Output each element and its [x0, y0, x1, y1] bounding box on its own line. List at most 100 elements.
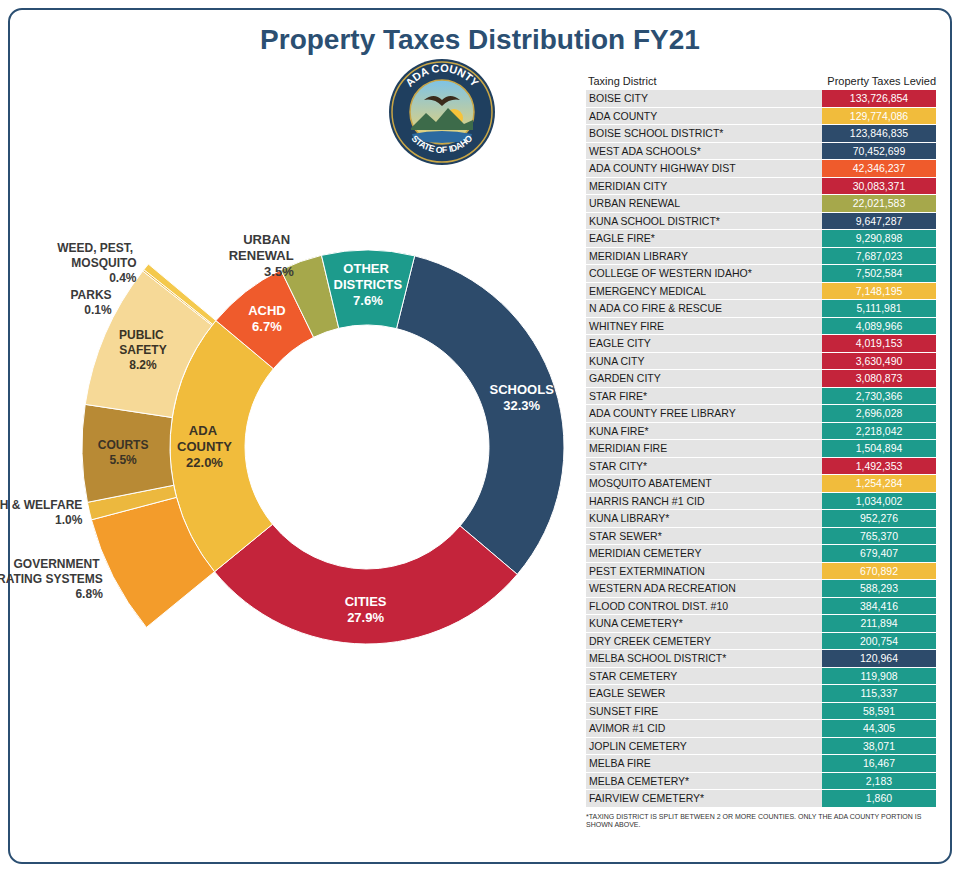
html-text:1,034,002: 1,034,002 [855, 494, 903, 507]
html-text:STAR CITY*: STAR CITY* [589, 459, 648, 472]
html-text:ADA COUNTY FREE LIBRARY: ADA COUNTY FREE LIBRARY [589, 407, 736, 419]
html-text:STAR FIRE*: STAR FIRE* [589, 389, 648, 402]
html-text:2,730,366: 2,730,366 [855, 389, 903, 402]
html-text:COLLEGE OF WESTERN IDAHO*: COLLEGE OF WESTERN IDAHO* [589, 267, 752, 279]
html-text:EAGLE FIRE*: EAGLE FIRE* [589, 232, 655, 244]
html-text:HARRIS RANCH #1 CID: HARRIS RANCH #1 CID [589, 494, 705, 507]
html-text:KUNA FIRE*: KUNA FIRE* [589, 424, 649, 437]
svg-text:22.0%: 22.0% [186, 455, 223, 470]
svg-text:ACHD: ACHD [248, 303, 286, 318]
html-text:7,687,023: 7,687,023 [855, 249, 903, 262]
svg-text:COURTS: COURTS [98, 438, 149, 452]
svg-text:0.4%: 0.4% [109, 271, 137, 285]
svg-text:HEALTH & WELFARE: HEALTH & WELFARE [0, 498, 82, 512]
html-text:BOISE SCHOOL DISTRICT*: BOISE SCHOOL DISTRICT* [589, 127, 724, 139]
svg-text:ADA COUNTY: ADA COUNTY [403, 62, 482, 89]
html-text:EMERGENCY MEDICAL: EMERGENCY MEDICAL [589, 284, 707, 297]
html-text:2,218,042: 2,218,042 [855, 424, 903, 437]
html-text:*TAXING DISTRICT IS SPLIT BETW: *TAXING DISTRICT IS SPLIT BETWEEN 2 OR M… [586, 812, 922, 828]
html-text:FLOOD CONTROL DIST. #10: FLOOD CONTROL DIST. #10 [589, 599, 729, 612]
html-text:Taxing District: Taxing District [588, 75, 657, 87]
html-text:133,726,854: 133,726,854 [849, 92, 909, 104]
html-text:MELBA CEMETERY*: MELBA CEMETERY* [589, 774, 690, 787]
svg-text:RENEWAL: RENEWAL [229, 248, 294, 263]
svg-text:SAFETY: SAFETY [119, 343, 166, 357]
html-text:N ADA CO FIRE & RESCUE: N ADA CO FIRE & RESCUE [589, 302, 722, 314]
svg-text:OPERATING SYSTEMS: OPERATING SYSTEMS [0, 572, 103, 586]
html-text:MOSQUITO ABATEMENT: MOSQUITO ABATEMENT [589, 477, 712, 489]
html-text:4,089,966: 4,089,966 [855, 319, 903, 332]
html-text:3,630,490: 3,630,490 [855, 354, 903, 367]
svg-text:6.7%: 6.7% [252, 319, 282, 334]
html-text:STAR CEMETERY: STAR CEMETERY [589, 669, 678, 682]
svg-text:5.5%: 5.5% [109, 453, 137, 467]
svg-text:GOVERNMENT: GOVERNMENT [13, 557, 102, 571]
html-text:MERIDIAN CITY: MERIDIAN CITY [589, 179, 668, 192]
svg-text:Property Taxes Distribution FY: Property Taxes Distribution FY21 [260, 24, 700, 55]
html-text:URBAN RENEWAL: URBAN RENEWAL [589, 197, 681, 209]
svg-text:CITIES: CITIES [345, 594, 387, 609]
html-text:GARDEN CITY: GARDEN CITY [589, 372, 661, 384]
html-text:1,254,284: 1,254,284 [855, 477, 903, 489]
html-text:30,083,371: 30,083,371 [852, 179, 906, 192]
html-text:4,019,153: 4,019,153 [855, 337, 903, 349]
html-text:WHITNEY FIRE: WHITNEY FIRE [589, 319, 665, 332]
html-text:200,754: 200,754 [860, 634, 898, 647]
html-text:KUNA CITY: KUNA CITY [589, 354, 645, 367]
html-text:PEST EXTERMINATION: PEST EXTERMINATION [589, 564, 705, 577]
html-text:123,846,835: 123,846,835 [849, 127, 909, 139]
html-text:58,591: 58,591 [862, 704, 896, 717]
svg-text:COUNTY: COUNTY [177, 439, 232, 454]
html-text:670,892: 670,892 [860, 564, 898, 577]
svg-text:32.3%: 32.3% [503, 398, 540, 413]
html-text:1,492,353: 1,492,353 [855, 459, 903, 472]
html-text:7,148,195: 7,148,195 [855, 284, 903, 297]
svg-text:PUBLIC: PUBLIC [119, 328, 167, 342]
html-text:384,416: 384,416 [860, 599, 898, 612]
html-text:ADA COUNTY: ADA COUNTY [589, 109, 658, 122]
html-text:STAR SEWER*: STAR SEWER* [589, 529, 662, 542]
html-text:2,183: 2,183 [865, 774, 893, 787]
html-text:SUNSET FIRE: SUNSET FIRE [589, 704, 659, 717]
html-text:119,908: 119,908 [860, 669, 898, 682]
html-text:42,346,237: 42,346,237 [852, 162, 906, 174]
svg-text:OTHER: OTHER [343, 261, 392, 276]
html-text:EAGLE CITY: EAGLE CITY [589, 337, 651, 349]
html-text:9,647,287: 9,647,287 [855, 214, 903, 227]
svg-text:URBAN: URBAN [243, 232, 294, 247]
html-text:WEST ADA SCHOOLS*: WEST ADA SCHOOLS* [589, 144, 701, 157]
svg-text:STATE OF IDAHO: STATE OF IDAHO [410, 133, 475, 155]
svg-text:PARKS: PARKS [70, 288, 111, 302]
svg-text:DISTRICTS: DISTRICTS [334, 277, 403, 292]
html-text:Property Taxes Levied: Property Taxes Levied [827, 75, 936, 87]
html-text:MERIDIAN FIRE: MERIDIAN FIRE [589, 442, 668, 454]
svg-text:7.6%: 7.6% [353, 293, 383, 308]
html-text:ADA COUNTY HIGHWAY DIST: ADA COUNTY HIGHWAY DIST [589, 162, 736, 174]
html-text:KUNA SCHOOL DISTRICT*: KUNA SCHOOL DISTRICT* [589, 214, 720, 227]
svg-text:8.2%: 8.2% [129, 358, 157, 372]
html-text:38,071: 38,071 [862, 739, 896, 752]
html-text:BOISE CITY: BOISE CITY [589, 92, 648, 104]
svg-text:3.5%: 3.5% [264, 264, 294, 279]
html-text:3,080,873: 3,080,873 [855, 372, 903, 384]
html-text:765,370: 765,370 [860, 529, 898, 542]
svg-text:1.0%: 1.0% [55, 513, 83, 527]
html-text:9,290,898: 9,290,898 [855, 232, 903, 244]
svg-text:WEED, PEST,: WEED, PEST, [57, 241, 136, 255]
svg-text:SCHOOLS: SCHOOLS [490, 382, 555, 397]
html-text:5,111,981: 5,111,981 [856, 302, 902, 314]
html-text:70,452,699: 70,452,699 [852, 144, 906, 157]
html-text:1,504,894: 1,504,894 [855, 442, 903, 454]
html-text:MERIDIAN LIBRARY: MERIDIAN LIBRARY [589, 249, 688, 262]
svg-text:6.8%: 6.8% [75, 587, 103, 601]
html-text:22,021,583: 22,021,583 [852, 197, 906, 209]
svg-text:27.9%: 27.9% [347, 610, 384, 625]
html-text:129,774,086: 129,774,086 [849, 109, 909, 122]
svg-text:MOSQUITO: MOSQUITO [71, 256, 136, 270]
html-text:JOPLIN CEMETERY: JOPLIN CEMETERY [589, 739, 687, 752]
html-text:7,502,584: 7,502,584 [855, 267, 903, 279]
svg-text:0.1%: 0.1% [84, 303, 112, 317]
html-text:2,696,028: 2,696,028 [855, 407, 903, 419]
html-text:DRY CREEK CEMETERY: DRY CREEK CEMETERY [589, 634, 711, 647]
svg-text:ADA: ADA [189, 423, 220, 438]
